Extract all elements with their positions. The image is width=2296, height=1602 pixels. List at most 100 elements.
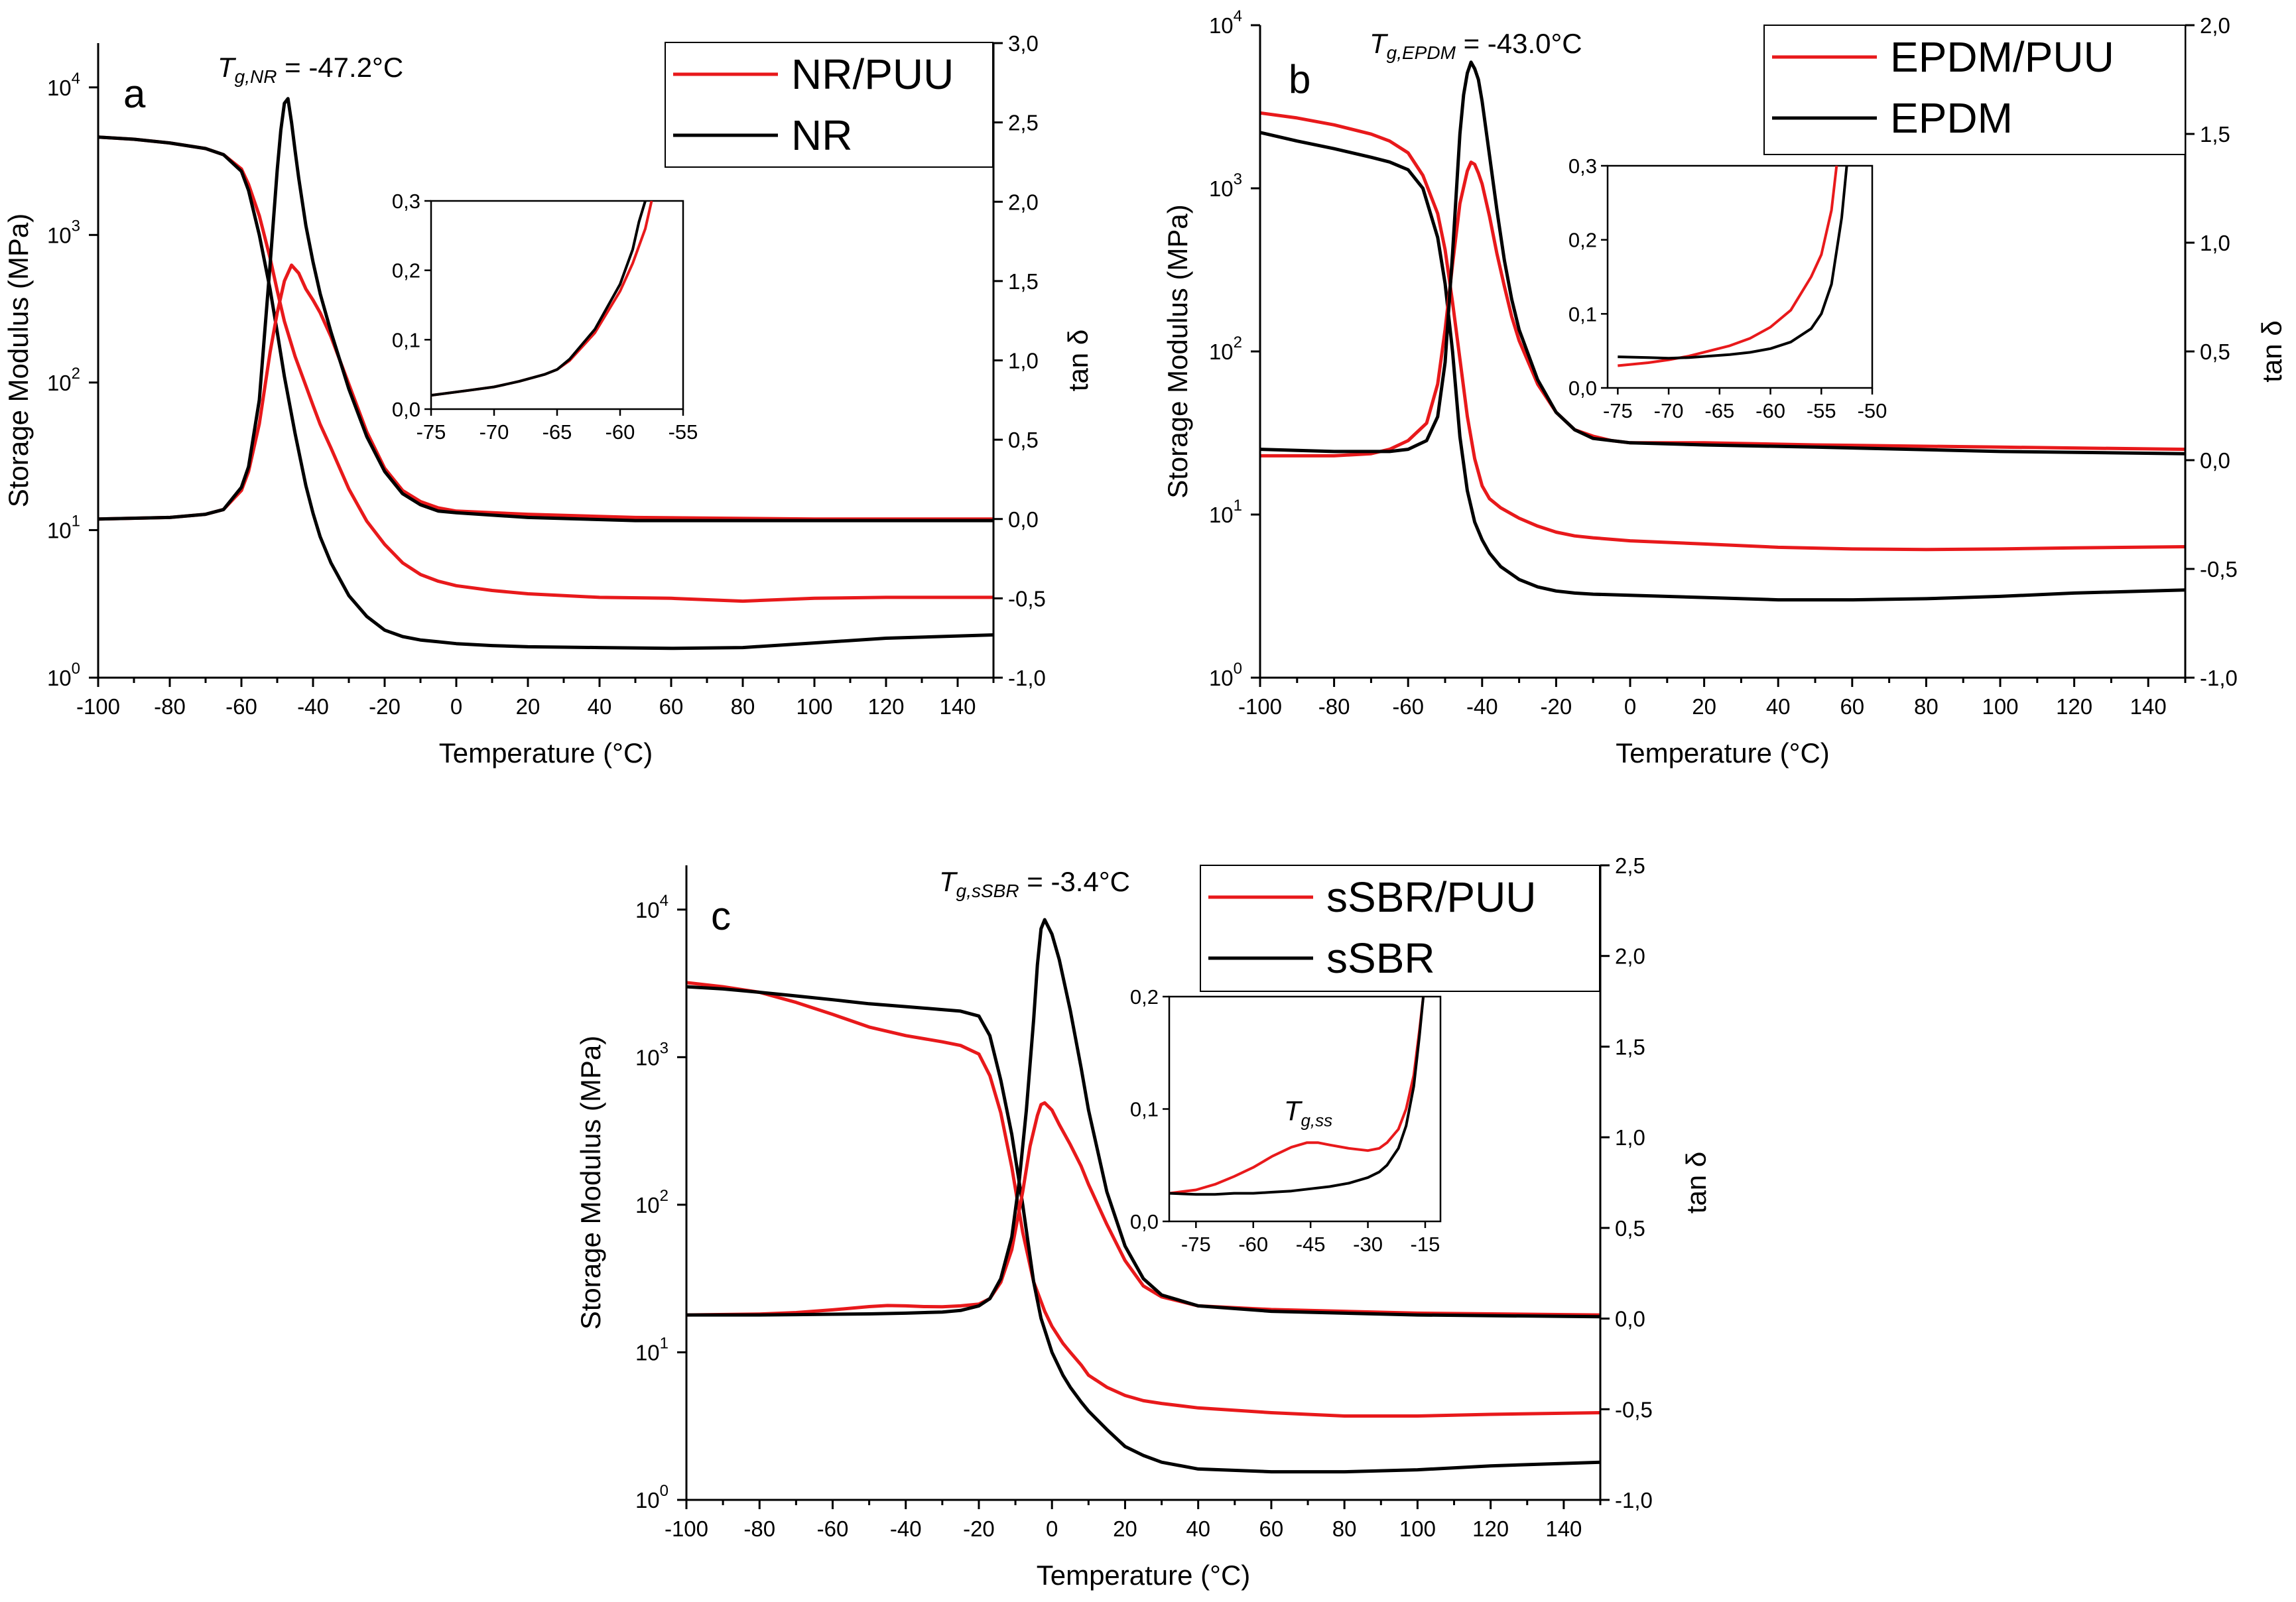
panel-letter: c <box>711 894 731 938</box>
y2-tick-label: 0,5 <box>2200 339 2230 364</box>
x-tick-label: 40 <box>588 694 612 719</box>
x-tick-label: -100 <box>665 1516 708 1541</box>
x-tick-label: 20 <box>1113 1516 1137 1541</box>
inset-curves <box>431 201 653 397</box>
inset-x-tick-label: -75 <box>1181 1233 1211 1256</box>
y2-tick-label: 2,0 <box>1008 190 1039 214</box>
y2-tick-label: 2,0 <box>2200 13 2230 38</box>
x-tick-label: 140 <box>2130 694 2167 719</box>
curves <box>686 918 1600 1474</box>
inset-x-tick-label: -55 <box>1807 399 1836 422</box>
inset-y-tick-label: 0,2 <box>1130 985 1159 1009</box>
x-tick-label: -80 <box>743 1516 775 1541</box>
series-ssbr-puu-modulus-line <box>686 981 1600 1418</box>
panel-letter: a <box>123 72 146 116</box>
inset-x-tick-label: -60 <box>606 420 635 444</box>
y2-tick-label: -1,0 <box>2200 666 2238 690</box>
inset-y-tick-label: 0,1 <box>1568 302 1597 326</box>
x-tick-label: -80 <box>1318 694 1350 719</box>
series-ssbr-modulus-line <box>686 985 1600 1474</box>
x-axis-label: Temperature (°C) <box>1616 737 1830 769</box>
x-tick-label: 100 <box>1982 694 2018 719</box>
y-tick-label: 102 <box>635 1187 669 1217</box>
series-nr-tan-delta-line <box>98 97 993 523</box>
chart-panel-a: -100 -80 -60 -40 -20 0 20 40 60 80 100 120 140 Temper… <box>3 31 1094 769</box>
x-tick-label: -20 <box>369 694 401 719</box>
inset-chart: -75 -70 -65 -60 -55 -50 0,0 0,1 0,2 0,3 <box>1568 154 1887 422</box>
x-tick-label: 140 <box>939 694 976 719</box>
y2-tick-label: 1,5 <box>1008 269 1039 294</box>
inset-frame <box>430 200 684 410</box>
y2-tick-label: 1,5 <box>1615 1034 1645 1059</box>
inset-x-tick-label: -30 <box>1353 1233 1383 1256</box>
y2-tick-label: 2,5 <box>1615 853 1645 878</box>
legend-box <box>1763 25 2186 155</box>
y-tick-label: 100 <box>47 660 80 690</box>
y2-tick-label: 1,0 <box>2200 231 2230 255</box>
inset-x-tick-label: -65 <box>542 420 572 444</box>
y-tick-label: 103 <box>1209 170 1242 201</box>
inset-series-ssbr-puu-line <box>1169 997 1425 1195</box>
x-tick-label: 60 <box>1259 1516 1284 1541</box>
inset-x-tick-label: -60 <box>1755 399 1785 422</box>
x-tick-label: 0 <box>450 694 462 719</box>
x-tick-label: -100 <box>1238 694 1282 719</box>
inset-x-tick-label: -75 <box>1603 399 1633 422</box>
y-tick-label: 102 <box>47 365 80 395</box>
inset-frame <box>1168 995 1442 1223</box>
y2-tick-label: 1,0 <box>1615 1125 1645 1150</box>
inset-x-tick-label: -70 <box>1654 399 1684 422</box>
inset-y-tick-label: 0,0 <box>1130 1210 1159 1233</box>
series-nr-puu-modulus-line <box>98 135 993 603</box>
inset-y-tick-label: 0,3 <box>392 190 420 213</box>
series-ssbr-puu-tan-delta-line <box>686 1101 1600 1317</box>
y-axis-label: Storage Modulus (MPa) <box>1162 204 1193 499</box>
legend-label: NR <box>791 111 852 159</box>
x-tick-label: -80 <box>154 694 186 719</box>
x-tick-label: 20 <box>1692 694 1716 719</box>
y2-axis-label: tan δ <box>1681 1152 1712 1213</box>
tg-annotation: Tg,NR = -47.2°C <box>218 52 403 87</box>
inset-tg-annotation: Tg,ss <box>1284 1095 1332 1130</box>
inset-series-ssbr-line <box>1169 997 1425 1196</box>
x-tick-label: -60 <box>225 694 257 719</box>
tg-annotation: Tg,sSBR = -3.4°C <box>939 866 1130 901</box>
inset-x-tick-label: -45 <box>1296 1233 1326 1256</box>
y-axis-label: Storage Modulus (MPa) <box>575 1036 606 1330</box>
legend-box <box>1200 865 1600 992</box>
y2-tick-label: 0,5 <box>1008 428 1039 452</box>
y2-tick-label: -1,0 <box>1615 1488 1653 1512</box>
series-epdm-tan-delta-line <box>1260 60 2185 456</box>
x-tick-label: -60 <box>1392 694 1424 719</box>
tg-annotation: Tg,EPDM = -43.0°C <box>1370 28 1582 63</box>
x-tick-label: 60 <box>659 694 684 719</box>
chart-panel-b: -100 -80 -60 -40 -20 0 20 40 60 80 100 120 140 Temper… <box>1162 7 2287 769</box>
legend-label: EPDM/PUU <box>1890 33 2114 81</box>
y2-tick-label: -1,0 <box>1008 666 1046 690</box>
x-tick-label: 100 <box>1399 1516 1436 1541</box>
legend-box <box>665 42 993 168</box>
inset-x-tick-label: -70 <box>479 420 509 444</box>
x-tick-label: 80 <box>1332 1516 1357 1541</box>
x-tick-label: -40 <box>1466 694 1498 719</box>
x-tick-label: -40 <box>297 694 329 719</box>
x-axis-label: Temperature (°C) <box>439 737 653 769</box>
inset-x-tick-label: -15 <box>1411 1233 1440 1256</box>
x-tick-label: 120 <box>1472 1516 1509 1541</box>
y-tick-label: 101 <box>1209 497 1242 527</box>
y-tick-label: 104 <box>1209 7 1242 38</box>
inset-y-tick-label: 0,1 <box>392 328 420 351</box>
inset-frame <box>1606 164 1874 389</box>
inset-series-epdm-puu-line <box>1618 166 1838 367</box>
y-tick-label: 100 <box>635 1482 669 1512</box>
y-axis-label: Storage Modulus (MPa) <box>3 214 34 508</box>
x-tick-label: 40 <box>1766 694 1791 719</box>
legend: EPDM/PUU EPDM <box>1763 25 2186 155</box>
y-tick-label: 103 <box>47 217 80 247</box>
x-tick-label: 80 <box>1914 694 1939 719</box>
y2-axis-label: tan δ <box>2256 320 2287 382</box>
chart-panel-c: -100 -80 -60 -40 -20 0 20 40 60 80 100 120 140 Temper… <box>575 853 1712 1591</box>
inset-x-tick-label: -75 <box>416 420 446 444</box>
x-tick-label: -40 <box>890 1516 922 1541</box>
